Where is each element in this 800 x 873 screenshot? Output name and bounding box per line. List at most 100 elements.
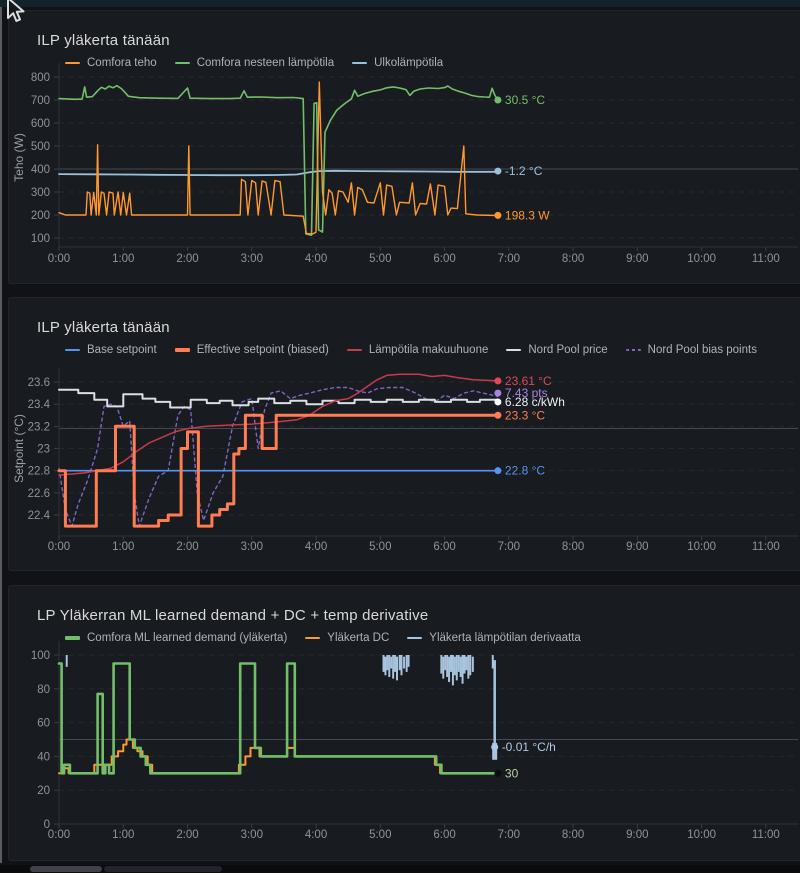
legend-label: Base setpoint [87, 344, 157, 356]
y-tick-label: 800 [31, 72, 50, 84]
x-tick-label: 3:00 [241, 253, 263, 265]
y-tick-label: 23.6 [28, 377, 50, 389]
x-tick-label: 1:00 [112, 541, 134, 553]
x-tick-label: 2:00 [176, 253, 198, 265]
x-tick-label: 8:00 [562, 829, 584, 841]
y-tick-label: 600 [31, 118, 50, 130]
x-tick-label: 7:00 [498, 829, 520, 841]
legend-label: Lämpötila makuuhuone [368, 344, 489, 356]
legend-item-comfora-ml-learned-demand-yläkerta[interactable]: Comfora ML learned demand (yläkerta) [65, 632, 287, 644]
series-endpoint-dot [494, 96, 502, 104]
x-tick-label: 6:00 [433, 829, 455, 841]
series-nord-pool-bias-points [58, 386, 499, 527]
series-endpoint-dot [494, 389, 502, 397]
legend-swatch [174, 348, 190, 352]
x-tick-label: 8:00 [562, 541, 584, 553]
value-label: 7.43 pts [505, 386, 548, 400]
legend: Comfora teho Comfora nesteen lämpötila Ulk… [65, 57, 443, 69]
legend-swatch [174, 62, 190, 64]
legend-item-effective-setpoint-biased[interactable]: Effective setpoint (biased) [174, 344, 329, 356]
y-tick-label: 100 [31, 233, 50, 245]
x-tick-label: 9:00 [626, 541, 648, 553]
x-tick-label: 3:00 [241, 829, 263, 841]
legend-item-nord-pool-bias-points[interactable]: Nord Pool bias points [625, 344, 757, 356]
value-label: 22.8 °C [505, 464, 545, 478]
series-endpoint-dot [494, 467, 502, 475]
panel-title: ILP yläkerta tänään [37, 32, 170, 49]
x-tick-label: 8:00 [562, 253, 584, 265]
value-label: 30 [505, 766, 519, 780]
x-tick-label: 0:00 [48, 541, 70, 553]
legend-item-yläkerta-lämpötilan-derivaatta[interactable]: Yläkerta lämpötilan derivaatta [407, 632, 581, 644]
series-ulkolampotila [58, 169, 499, 177]
legend-item-base-setpoint[interactable]: Base setpoint [65, 344, 157, 356]
x-tick-label: 1:00 [112, 829, 134, 841]
panel-ml-learned-demand: LP Yläkerran ML learned demand + DC + te… [8, 585, 800, 861]
chart-setpoint[interactable]: 23.6 23.4 23.2 23 22.8 22.6 22.4 0:00 1:00 2:00 3:… [9, 298, 800, 570]
series-endpoint-dot [494, 769, 502, 777]
legend-label: Ulkolämpötila [374, 57, 444, 69]
x-tick-label: 2:00 [176, 541, 198, 553]
chart-demand-dc-derivative[interactable]: 100 80 60 40 20 00:00 1:00 2:00 3:00 4:00 5:00 6:00… [9, 586, 800, 860]
x-tick-label: 10:00 [687, 541, 716, 553]
legend-item-yläkerta-dc[interactable]: Yläkerta DC [305, 632, 389, 644]
x-tick-label: 4:00 [305, 253, 327, 265]
legend-swatch [65, 62, 80, 64]
legend-label: Comfora nesteen lämpötila [196, 57, 335, 69]
x-tick-label: 9:00 [626, 829, 648, 841]
panel-ilp-ylakerta-power: ILP yläkerta tänään Comfora teho Comfora … [8, 10, 800, 284]
y-tick-label: 200 [31, 210, 50, 222]
legend-swatch [407, 637, 423, 639]
y-tick-label: 23 [37, 444, 50, 456]
value-label: 23.3 °C [505, 408, 545, 422]
y-axis-title: Teho (W) [12, 133, 26, 182]
series-nord-pool-price [58, 388, 499, 409]
horizontal-scrollbar[interactable] [0, 865, 800, 873]
value-label: 30.5 °C [505, 93, 545, 107]
x-tick-label: 4:00 [305, 829, 327, 841]
legend-label: Yläkerta lämpötilan derivaatta [429, 632, 581, 644]
x-tick-label: 6:00 [433, 541, 455, 553]
x-tick-label: 10:00 [687, 253, 716, 265]
series-comfora-ml-learned-demand [57, 662, 500, 775]
legend-swatch [65, 349, 80, 351]
y-tick-label: 22.4 [28, 510, 51, 522]
legend-label: Nord Pool bias points [647, 344, 757, 356]
legend-label: Nord Pool price [528, 344, 608, 356]
x-tick-label: 5:00 [369, 541, 391, 553]
panel-ilp-ylakerta-setpoint: ILP yläkerta tänään Base setpoint Effecti… [8, 297, 800, 571]
series-endpoint-dot [494, 411, 502, 419]
mouse-cursor-icon [7, 0, 25, 22]
chart-power-temperature[interactable]: 800 700 600 500 400 300 200 100 0:00 1:00 2:00 3:00… [9, 11, 800, 283]
y-tick-label: 100 [31, 650, 50, 662]
legend-swatch [346, 349, 362, 351]
scrollbar-thumb[interactable] [30, 866, 102, 872]
y-tick-label: 300 [31, 187, 50, 199]
legend-item-lämpötila-makuuhuone[interactable]: Lämpötila makuuhuone [346, 344, 489, 356]
legend-item-nord-pool-price[interactable]: Nord Pool price [506, 344, 608, 356]
legend: Comfora ML learned demand (yläkerta) Yläk… [65, 632, 581, 644]
x-tick-label: 2:00 [176, 829, 198, 841]
legend-item-comfora-teho[interactable]: Comfora teho [65, 57, 157, 69]
legend-label: Comfora teho [87, 57, 157, 69]
legend-item-comfora-nesteen-lämpötila[interactable]: Comfora nesteen lämpötila [174, 57, 335, 69]
x-tick-label: 10:00 [687, 829, 716, 841]
value-label: 198.3 W [505, 208, 550, 222]
value-label: 23.61 °C [505, 374, 552, 388]
scrollbar-thumb-secondary[interactable] [104, 866, 222, 872]
y-tick-label: 23.4 [28, 399, 51, 411]
legend-item-ulkolämpötila[interactable]: Ulkolämpötila [352, 57, 443, 69]
y-tick-label: 500 [31, 141, 50, 153]
legend-label: Yläkerta DC [327, 632, 390, 644]
y-tick-label: 0 [44, 819, 50, 831]
x-tick-label: 4:00 [305, 541, 327, 553]
legend-label: Comfora ML learned demand (yläkerta) [87, 632, 288, 644]
legend: Base setpoint Effective setpoint (biased)… [65, 344, 757, 356]
series-endpoint-dot [494, 167, 502, 175]
x-tick-label: 5:00 [369, 253, 391, 265]
legend-label: Effective setpoint (biased) [196, 344, 329, 356]
panel-title: LP Yläkerran ML learned demand + DC + te… [37, 607, 429, 624]
legend-swatch [625, 349, 641, 351]
value-label: -0.01 °C/h [502, 740, 556, 754]
x-tick-label: 11:00 [752, 829, 780, 841]
